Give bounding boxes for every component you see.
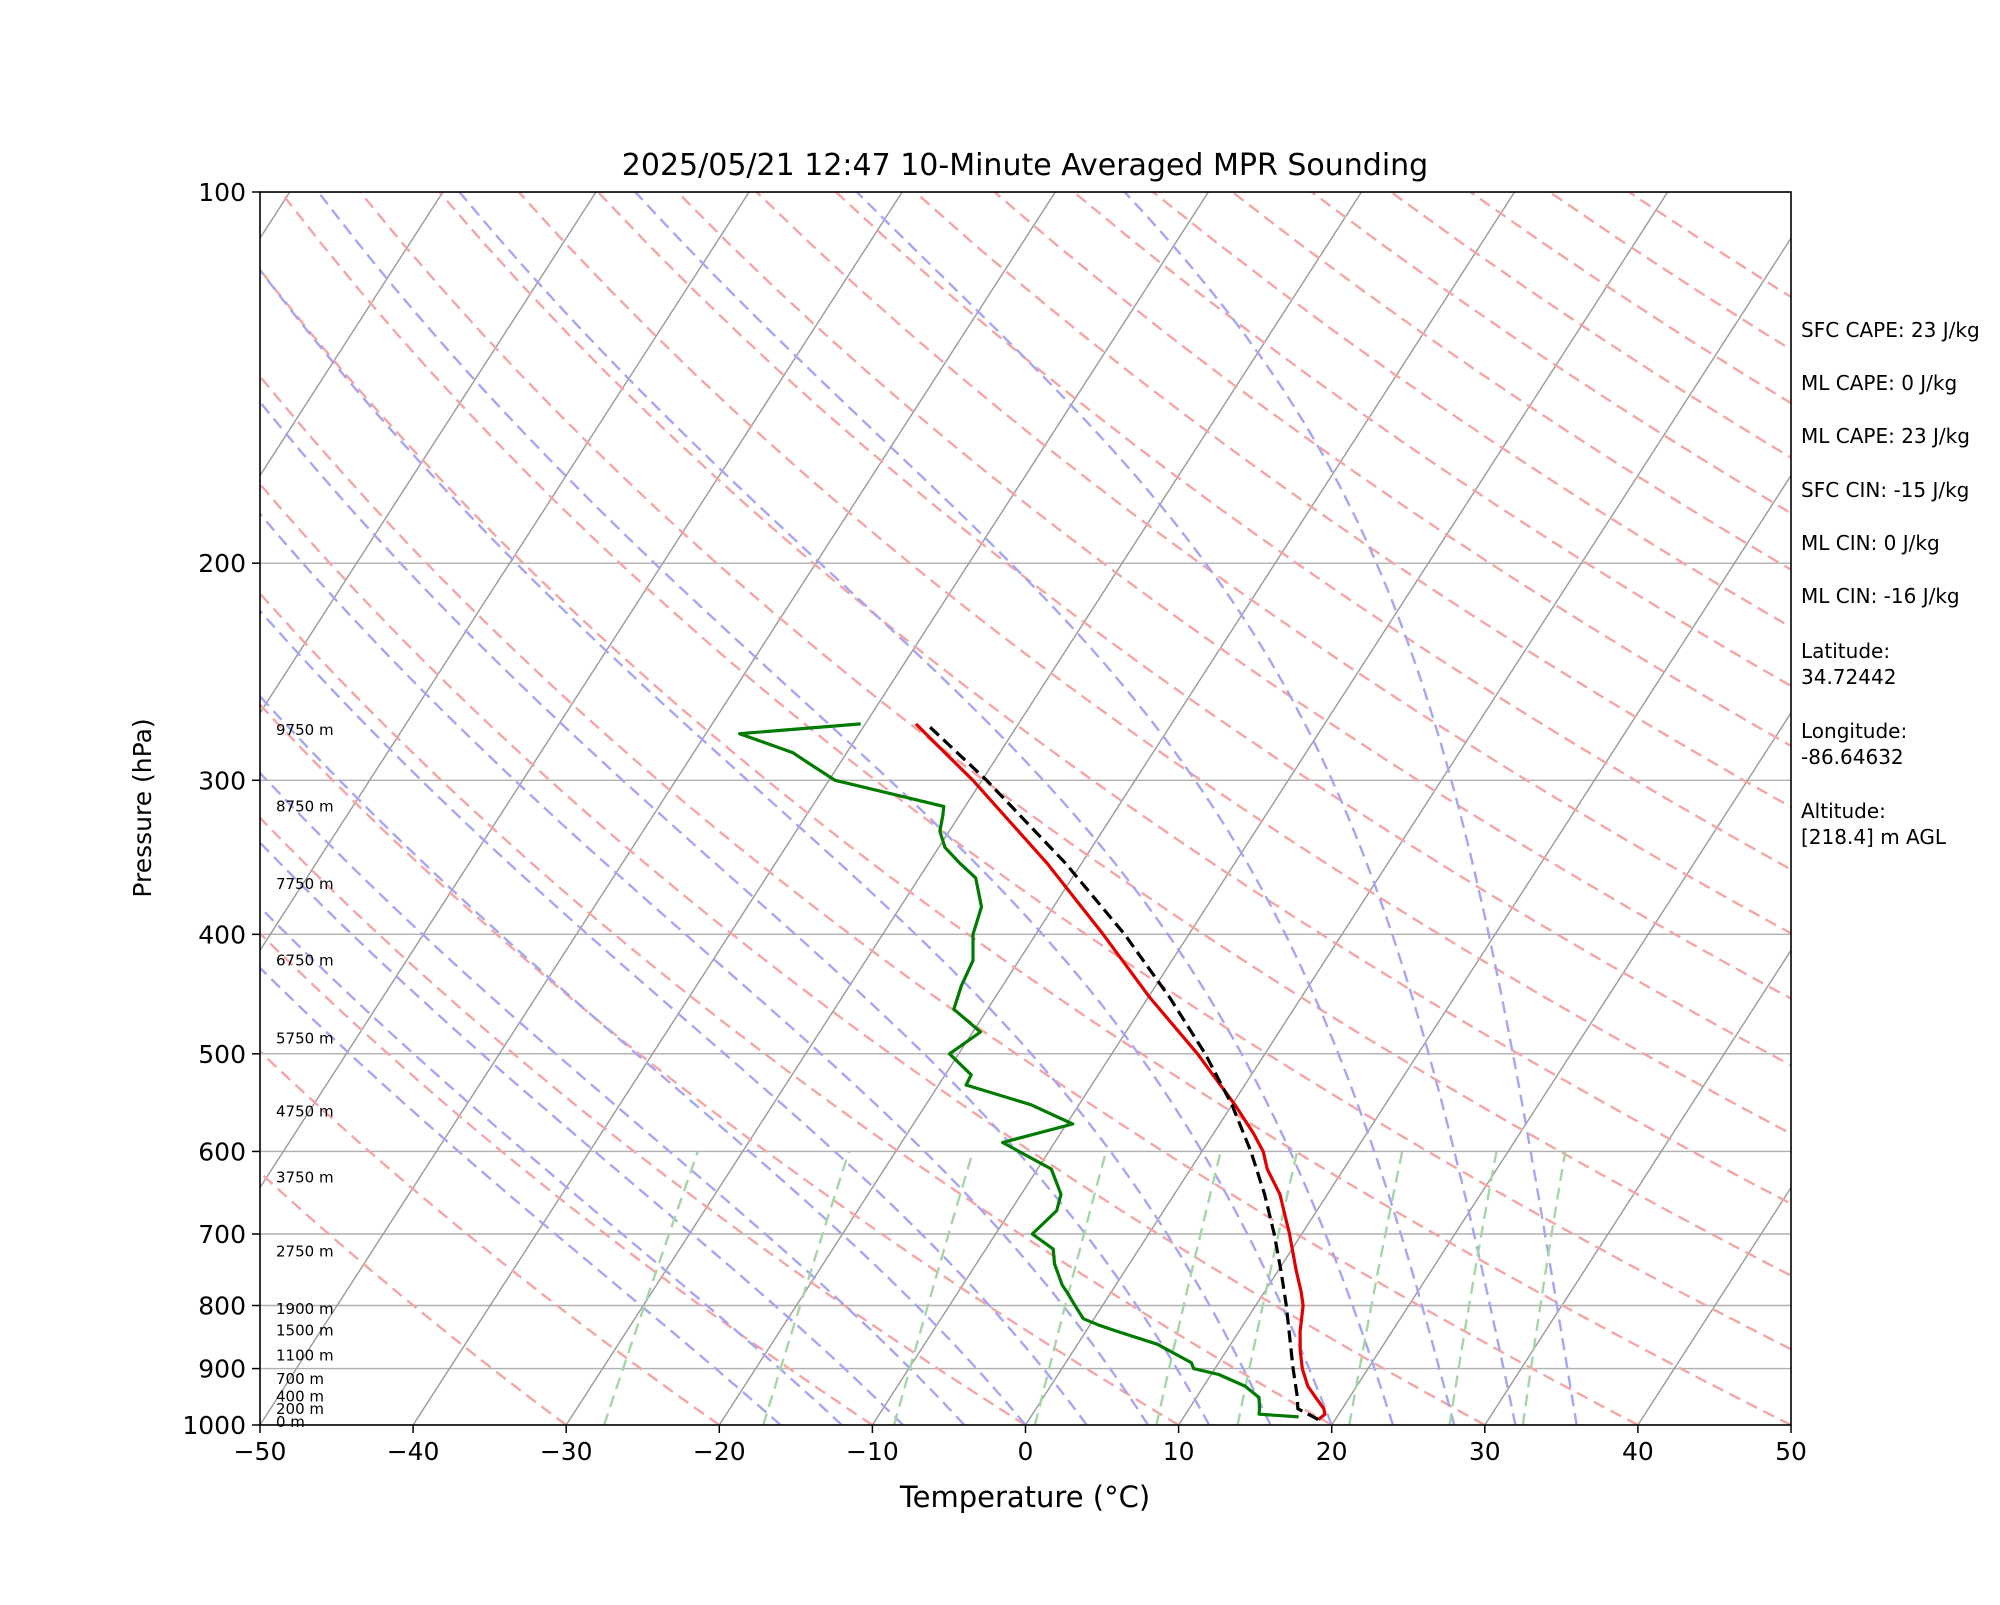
sounding-stat-line: SFC CIN: -15 J/kg (1801, 478, 1969, 502)
height-label: 700 m (276, 1370, 324, 1388)
height-label: 7750 m (276, 875, 334, 893)
isotherm-line (1026, 192, 1821, 1425)
sounding-stat-line: Longitude: (1801, 719, 1907, 743)
moist-adiabat-line (0, 192, 780, 1425)
mixing-ratio-line (604, 1152, 698, 1426)
sounding-stat-line: ML CAPE: 0 J/kg (1801, 371, 1957, 395)
y-tick-label: 800 (198, 1292, 246, 1321)
moist-adiabat-line (27, 192, 1148, 1425)
y-axis-ticks: 100 200 300 400 500 600 700 800 900 1000 (182, 178, 260, 1440)
moist-adiabat-line (318, 192, 1331, 1425)
height-label: 5750 m (276, 1030, 334, 1048)
mixing-ratio-line (1450, 1152, 1497, 1426)
height-label: 1100 m (276, 1346, 334, 1364)
y-tick-label: 200 (198, 549, 246, 578)
y-tick-label: 100 (198, 178, 246, 207)
height-label: 1900 m (276, 1300, 334, 1318)
x-tick-label: −20 (693, 1437, 746, 1466)
sounding-stat-line: Altitude: (1801, 799, 1886, 823)
parcel-profile-line (927, 724, 1319, 1420)
sounding-stat-line: [218.4] m AGL (1801, 825, 1947, 849)
isotherm-line (719, 192, 1514, 1425)
mixing-ratio-line (1035, 1152, 1106, 1426)
dry-adiabat-line (439, 192, 2000, 1425)
height-label: 2750 m (276, 1242, 334, 1260)
series-layer (740, 724, 1325, 1420)
sounding-stats-panel: SFC CAPE: 23 J/kg ML CAPE: 0 J/kg ML CAPE:… (1801, 318, 1980, 849)
dry-adiabat-line (519, 192, 2000, 1425)
isotherm-line (0, 192, 137, 1425)
y-tick-label: 300 (198, 766, 246, 795)
sounding-stat-line: ML CIN: -16 J/kg (1801, 584, 1960, 608)
moist-adiabat-line (1125, 192, 1577, 1425)
y-tick-label: 700 (198, 1220, 246, 1249)
x-tick-label: 20 (1316, 1437, 1348, 1466)
isotherm-line (872, 192, 1667, 1425)
x-tick-label: −40 (387, 1437, 440, 1466)
plot-frame (260, 192, 1791, 1425)
dry-adiabat-line (360, 192, 2000, 1425)
x-tick-label: 50 (1775, 1437, 1807, 1466)
y-tick-label: 400 (198, 920, 246, 949)
dry-adiabat-line (598, 192, 2000, 1425)
y-tick-label: 1000 (182, 1411, 246, 1440)
moist-adiabat-line (0, 192, 842, 1425)
dry-adiabat-line (43, 192, 1485, 1425)
x-tick-label: 40 (1622, 1437, 1654, 1466)
x-tick-label: 0 (1018, 1437, 1034, 1466)
x-tick-label: −30 (540, 1437, 593, 1466)
moist-adiabat-line (203, 192, 1270, 1425)
height-label: 9750 m (276, 721, 334, 739)
dry-adiabat-line (0, 192, 1179, 1425)
x-axis-ticks: −50 −40 −30 −20 −10 0 10 20 30 40 50 (234, 1425, 1807, 1466)
height-label: 4750 m (276, 1103, 334, 1121)
sounding-stat-line: ML CAPE: 23 J/kg (1801, 424, 1970, 448)
mixing-ratio-line (763, 1152, 849, 1426)
isotherm-line (260, 192, 1055, 1425)
height-label: 400 m (276, 1387, 324, 1405)
y-tick-label: 600 (198, 1137, 246, 1166)
sounding-stat-line: 34.72442 (1801, 665, 1896, 689)
x-axis-label: Temperature (°C) (899, 1480, 1150, 1514)
moist-adiabat-line (857, 192, 1516, 1425)
mixing-ratio-line (1349, 1152, 1402, 1426)
sounding-stat-line: ML CIN: 0 J/kg (1801, 531, 1940, 555)
height-label: 3750 m (276, 1169, 334, 1187)
x-tick-label: 30 (1469, 1437, 1501, 1466)
temperature-profile-line (916, 724, 1325, 1420)
height-label: 8750 m (276, 797, 334, 815)
isotherm-line (0, 192, 749, 1425)
x-tick-label: −50 (234, 1437, 287, 1466)
height-label: 6750 m (276, 951, 334, 969)
sounding-stat-line: Latitude: (1801, 639, 1890, 663)
sounding-stat-line: SFC CAPE: 23 J/kg (1801, 318, 1980, 342)
chart-title: 2025/05/21 12:47 10-Minute Averaged MPR … (622, 148, 1428, 183)
height-label: 1500 m (276, 1321, 334, 1339)
y-tick-label: 900 (198, 1355, 246, 1384)
dry-adiabat-line (281, 192, 1944, 1425)
y-tick-label: 500 (198, 1040, 246, 1069)
sounding-stat-line: -86.64632 (1801, 745, 1904, 769)
y-axis-label: Pressure (hPa) (128, 718, 157, 897)
x-tick-label: −10 (846, 1437, 899, 1466)
mixing-ratio-line (1156, 1152, 1220, 1426)
x-tick-label: 10 (1163, 1437, 1195, 1466)
moist-adiabat-line (459, 192, 1393, 1425)
